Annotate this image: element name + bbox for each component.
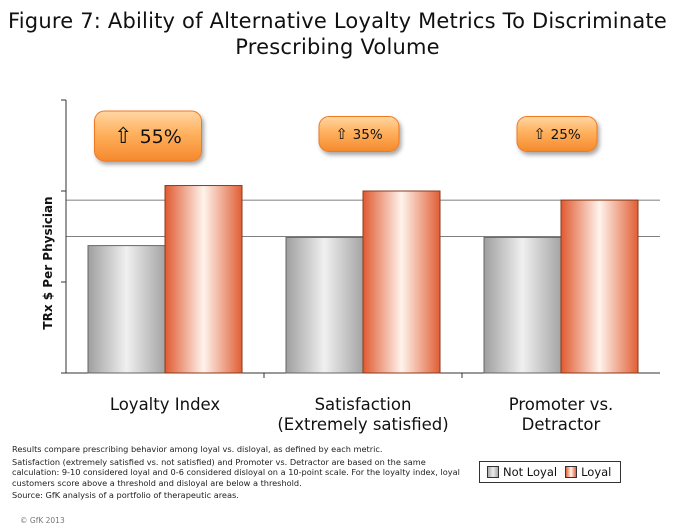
up-arrow-icon: ⇧ [533,125,550,143]
x-tick-label-line: Loyalty Index [110,395,221,414]
legend-label-not-loyal: Not Loyal [503,465,558,479]
increase-callout-2: ⇧ 35% [318,116,400,152]
legend-swatch-not-loyal [487,466,499,478]
y-axis-label: TRx $ Per Physician [41,196,55,329]
title-line-2: Prescribing Volume [235,35,440,59]
bar-loyal-3 [560,199,639,374]
callout-text: ⇧ 35% [335,125,383,143]
callout-text: ⇧ 25% [533,125,581,143]
legend-item-not-loyal: Not Loyal [487,465,557,479]
x-tick-label-1: Loyalty Index [110,395,221,414]
footnote-source: Source: GfK analysis of a portfolio of t… [12,490,239,501]
x-tick-label-line: Promoter vs. [509,395,614,414]
bar-loyal-2 [362,190,441,374]
x-tick-label-3: Promoter vs. Detractor [509,395,614,434]
callout-value: 55% [140,126,182,148]
footnotes: Results compare prescribing behavior amo… [12,444,460,503]
callout-box [318,116,400,152]
chart-title: Figure 7: Ability of Alternative Loyalty… [0,8,675,60]
legend-swatch-loyal [565,466,578,478]
legend-label-loyal: Loyal [581,465,612,479]
footnote-1: Results compare prescribing behavior amo… [12,444,383,454]
bar-not-loyal-3 [483,236,562,374]
callout-box [94,110,202,162]
x-tick-label-line: Satisfaction [315,395,412,414]
legend-item-loyal: Loyal [565,465,611,479]
legend: Not Loyal Loyal [479,461,621,483]
up-arrow-icon: ⇧ [114,124,139,149]
callout-value: 25% [551,127,581,143]
copyright: © GfK 2013 [20,516,65,525]
title-line-1: Figure 7: Ability of Alternative Loyalty… [8,9,667,33]
bar-not-loyal-1 [87,245,166,374]
bar-not-loyal-2 [285,236,364,374]
callout-value: 35% [353,127,383,143]
callout-box [516,116,598,152]
callout-text: ⇧ 55% [114,124,182,149]
x-tick-label-2: Satisfaction (Extremely satisfied) [277,395,448,434]
increase-callout-1: ⇧ 55% [94,110,202,162]
x-tick-label-line: Detractor [522,415,601,434]
up-arrow-icon: ⇧ [335,125,352,143]
increase-callout-3: ⇧ 25% [516,116,598,152]
footnote-2: Satisfaction (extremely satisfied vs. no… [12,456,460,488]
bar-loyal-1 [164,185,243,374]
x-tick-label-line: (Extremely satisfied) [277,415,448,434]
